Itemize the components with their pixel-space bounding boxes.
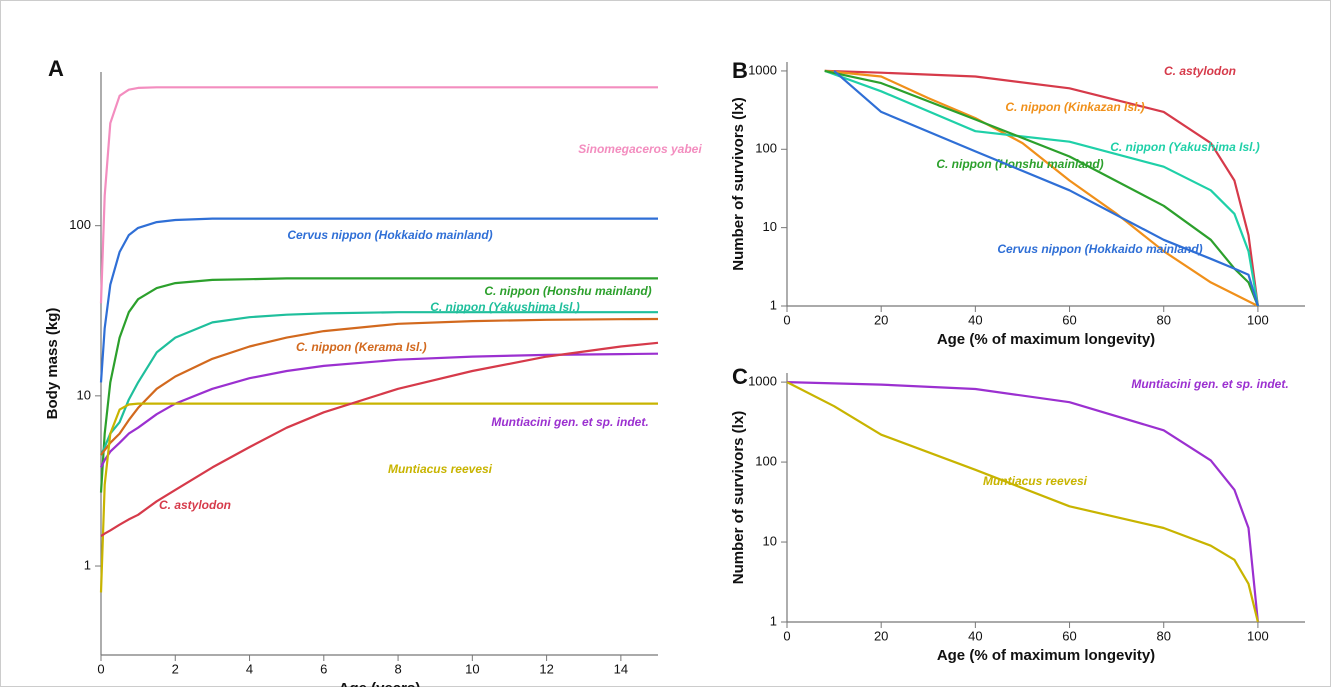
x-tick-label: 6 <box>320 661 327 676</box>
series-label: C. nippon (Yakushima Isl.) <box>1110 140 1260 154</box>
x-tick-label: 40 <box>968 628 982 643</box>
series-label: C. nippon (Kerama Isl.) <box>296 340 427 354</box>
series-label: C. astylodon <box>159 498 231 512</box>
series-label: C. nippon (Yakushima Isl.) <box>430 300 580 314</box>
y-axis-label: Number of survivors (lx) <box>730 411 747 584</box>
panel-label: A <box>48 56 64 81</box>
x-tick-label: 80 <box>1156 628 1170 643</box>
panel-label: C <box>732 364 748 389</box>
series-label: Muntiacus reevesi <box>983 474 1088 488</box>
x-axis-label: Age (years) <box>339 680 421 687</box>
series-label: Muntiacini gen. et sp. indet. <box>491 415 648 429</box>
x-tick-label: 8 <box>394 661 401 676</box>
series-label: C. nippon (Kinkazan Isl.) <box>1005 100 1144 114</box>
series-label: C. nippon (Honshu mainland) <box>484 284 651 298</box>
x-tick-label: 60 <box>1062 628 1076 643</box>
x-tick-label: 80 <box>1156 312 1170 327</box>
x-tick-label: 100 <box>1247 312 1269 327</box>
y-tick-label: 10 <box>77 387 91 402</box>
y-tick-label: 10 <box>763 219 777 234</box>
y-tick-label: 1 <box>770 297 777 312</box>
x-tick-label: 100 <box>1247 628 1269 643</box>
figure: 11010002468101214Age (years)Body mass (k… <box>0 0 1331 687</box>
x-axis-label: Age (% of maximum longevity) <box>937 647 1155 664</box>
x-tick-label: 60 <box>1062 312 1076 327</box>
series-label: Cervus nippon (Hokkaido mainland) <box>997 242 1202 256</box>
y-tick-label: 10 <box>763 533 777 548</box>
page: 11010002468101214Age (years)Body mass (k… <box>0 0 1331 687</box>
series-label: Muntiacus reevesi <box>388 462 493 476</box>
y-tick-label: 1000 <box>748 374 777 389</box>
y-tick-label: 1 <box>84 557 91 572</box>
y-axis-label: Body mass (kg) <box>44 308 61 420</box>
x-tick-label: 20 <box>874 312 888 327</box>
x-axis-label: Age (% of maximum longevity) <box>937 331 1155 348</box>
x-tick-label: 4 <box>246 661 253 676</box>
series-label: Cervus nippon (Hokkaido mainland) <box>287 228 492 242</box>
x-tick-label: 0 <box>783 628 790 643</box>
x-tick-label: 0 <box>783 312 790 327</box>
panel-label: B <box>732 58 748 83</box>
y-tick-label: 100 <box>755 141 777 156</box>
series-label: C. astylodon <box>1164 64 1236 78</box>
series-label: Muntiacini gen. et sp. indet. <box>1131 377 1288 391</box>
y-axis-label: Number of survivors (lx) <box>730 97 747 270</box>
x-tick-label: 0 <box>97 661 104 676</box>
y-tick-label: 1 <box>770 613 777 628</box>
series-label: Sinomegaceros yabei <box>578 142 702 156</box>
x-tick-label: 20 <box>874 628 888 643</box>
y-tick-label: 1000 <box>748 62 777 77</box>
x-tick-label: 2 <box>172 661 179 676</box>
y-tick-label: 100 <box>69 217 91 232</box>
x-tick-label: 12 <box>539 661 553 676</box>
y-tick-label: 100 <box>755 454 777 469</box>
x-tick-label: 40 <box>968 312 982 327</box>
x-tick-label: 10 <box>465 661 479 676</box>
x-tick-label: 14 <box>614 661 628 676</box>
